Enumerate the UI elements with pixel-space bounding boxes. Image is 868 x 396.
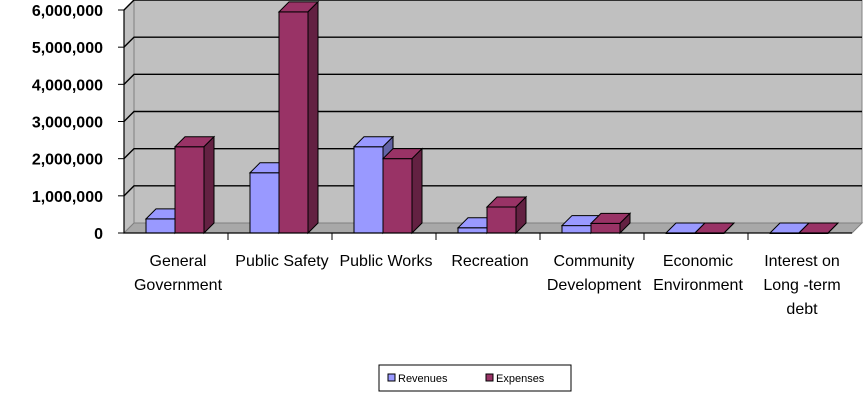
gridline [123, 185, 862, 197]
y-tick-label: 6,000,000 [32, 3, 103, 20]
x-category-label: Interest on [764, 253, 840, 270]
y-tick-label: 5,000,000 [32, 40, 103, 57]
gridline [123, 0, 862, 11]
legend-label-revenues: Revenues [398, 373, 448, 385]
x-category-label: Development [547, 277, 642, 294]
x-category-label: General [150, 253, 207, 270]
y-tick-label: 1,000,000 [32, 189, 103, 206]
legend-box [378, 364, 572, 392]
bar-side [515, 195, 527, 235]
bar-front [486, 206, 517, 234]
gridline [123, 36, 862, 48]
gridline [123, 110, 862, 122]
x-category-label: Public Works [339, 253, 432, 270]
x-category-label: Community [554, 253, 635, 270]
y-tick-label: 4,000,000 [32, 77, 103, 94]
bar-side [411, 147, 423, 235]
bar-expenses-1 [277, 0, 320, 235]
legend-swatch-expenses [485, 373, 494, 382]
bar-front [145, 218, 176, 234]
bar-expenses-0 [173, 135, 216, 235]
x-category-label: Government [134, 277, 223, 294]
legend-label-expenses: Expenses [496, 373, 545, 385]
bar-front [249, 172, 280, 234]
bar-side [307, 0, 319, 235]
bar-front [278, 11, 309, 234]
x-category-label: Public Safety [235, 253, 328, 270]
bar-side [827, 222, 839, 234]
axes: 0 1,000,000 2,000,000 3,000,000 4,000,000 5,0… [32, 3, 852, 318]
x-category-label: Economic [663, 253, 733, 270]
bar-side [619, 212, 631, 235]
y-tick-label: 0 [94, 226, 103, 243]
bar-side [723, 222, 735, 234]
gridline [123, 147, 862, 160]
y-tick-label: 2,000,000 [32, 152, 103, 169]
x-category-label: Recreation [451, 253, 528, 270]
bar-front [382, 158, 413, 234]
bar-front [457, 227, 488, 234]
legend-swatch-revenues [387, 373, 396, 382]
bar-expenses-3 [485, 195, 528, 235]
bar-front [174, 146, 205, 234]
legend: Revenues Expenses [378, 364, 572, 392]
x-category-label: debt [786, 301, 818, 318]
bar-front [561, 225, 592, 234]
bar-front [353, 146, 384, 234]
gridline [123, 73, 862, 85]
bar-expenses-4 [589, 212, 632, 235]
x-category-label: Environment [653, 277, 743, 294]
bar-front [590, 222, 621, 234]
bar-expenses-2 [381, 147, 424, 235]
y-tick-label: 3,000,000 [32, 115, 103, 132]
bar-side [203, 135, 215, 235]
plot-area [122, 0, 864, 235]
x-category-label: Long -term [763, 277, 840, 294]
